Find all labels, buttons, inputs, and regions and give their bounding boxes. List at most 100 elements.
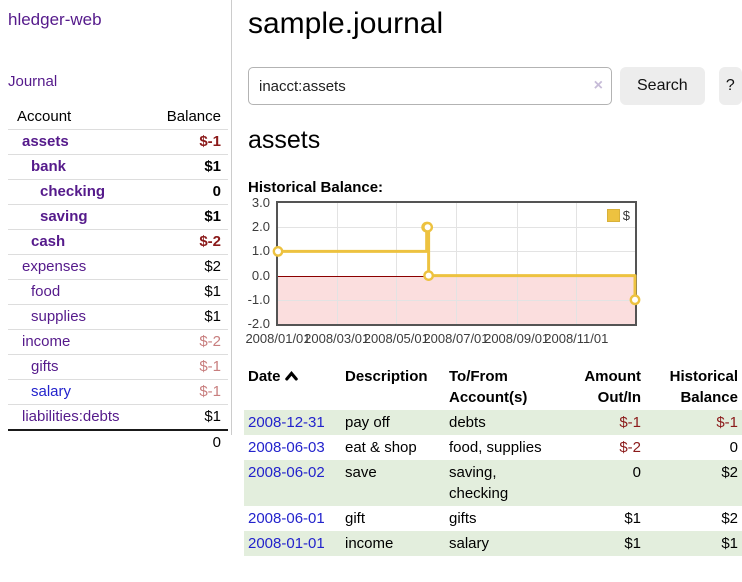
- register-row: 2008-06-03 eat & shop food, supplies $-2…: [244, 435, 742, 460]
- accounts-table: Account Balance assets $-1 bank $1 check…: [8, 105, 228, 455]
- account-row: bank $1: [8, 154, 228, 180]
- transaction-date-link[interactable]: 2008-06-02: [248, 464, 325, 481]
- account-heading: assets: [248, 126, 321, 154]
- transaction-date-link[interactable]: 2008-01-01: [248, 535, 325, 552]
- accounts-total-row: 0: [8, 430, 228, 455]
- account-row: liabilities:debts $1: [8, 404, 228, 431]
- account-balance: $-1: [199, 383, 221, 400]
- transaction-date-link[interactable]: 2008-12-31: [248, 414, 325, 431]
- register-col-amount: Amount Out/In: [584, 368, 641, 406]
- account-balance: $1: [204, 158, 221, 175]
- page-title: sample.journal: [248, 7, 444, 40]
- app-title-link[interactable]: hledger-web: [8, 10, 102, 29]
- search-input[interactable]: [248, 67, 612, 105]
- chart-plot-area: $: [272, 201, 641, 326]
- clear-search-icon[interactable]: ×: [593, 77, 603, 94]
- account-row: food $1: [8, 279, 228, 305]
- transaction-accounts: food, supplies: [449, 439, 542, 456]
- transaction-description: eat & shop: [345, 439, 417, 456]
- search-button[interactable]: Search: [620, 67, 705, 105]
- register-row: 2008-01-01 income salary $1 $1: [244, 531, 742, 556]
- x-axis-tick-label: 2008/03/01: [304, 331, 370, 346]
- accounts-col-account: Account: [17, 108, 72, 125]
- account-link-salary[interactable]: salary: [31, 383, 72, 400]
- account-row: expenses $2: [8, 254, 228, 280]
- data-point-marker: [272, 246, 284, 257]
- transaction-amount: $1: [624, 510, 641, 527]
- y-axis-tick-label: 2.0: [251, 219, 270, 235]
- transaction-amount: $1: [624, 535, 641, 552]
- account-link-liabilities-debts[interactable]: liabilities:debts: [22, 408, 120, 425]
- vertical-gridline: [516, 203, 518, 324]
- account-balance: $-2: [199, 233, 221, 250]
- account-row: checking 0: [8, 179, 228, 205]
- sidebar: hledger-web Journal Account Balance asse…: [0, 0, 232, 451]
- horizontal-gridline: [278, 227, 635, 229]
- horizontal-gridline: [278, 251, 635, 253]
- account-link-food[interactable]: food: [31, 283, 61, 300]
- vertical-gridline: [396, 203, 398, 324]
- vertical-gridline: [456, 203, 457, 324]
- account-link-checking[interactable]: checking: [40, 183, 106, 200]
- transaction-balance: $2: [721, 464, 738, 481]
- transaction-accounts: salary: [449, 535, 490, 552]
- account-balance: $1: [204, 408, 221, 425]
- search-form: × Search ?: [248, 67, 742, 105]
- transaction-accounts: saving, checking: [449, 464, 509, 502]
- account-balance: $2: [204, 258, 221, 275]
- x-axis-tick-label: 2008/05/01: [363, 331, 429, 346]
- transaction-balance: 0: [729, 439, 738, 456]
- account-link-saving[interactable]: saving: [40, 208, 88, 225]
- transaction-date-link[interactable]: 2008-06-03: [248, 439, 325, 456]
- transaction-date-link[interactable]: 2008-06-01: [248, 510, 325, 527]
- account-link-supplies[interactable]: supplies: [31, 308, 87, 325]
- register-col-date[interactable]: Date: [244, 364, 341, 410]
- account-row: cash $-2: [8, 229, 228, 255]
- x-axis-tick-label: 2008/01/01: [245, 331, 311, 346]
- register-row: 2008-06-02 save saving, checking 0 $2: [244, 460, 742, 506]
- transaction-amount: $-1: [619, 414, 641, 431]
- y-axis-tick-label: 0.0: [251, 267, 270, 283]
- x-axis-tick-label: 2008/11/01: [544, 331, 609, 346]
- x-axis-tick-label: 2008/07/01: [423, 331, 489, 346]
- account-link-income[interactable]: income: [22, 333, 71, 350]
- account-link-bank[interactable]: bank: [31, 158, 67, 175]
- horizontal-gridline: [278, 299, 635, 301]
- chart-legend: $: [606, 208, 630, 223]
- register-col-accounts: To/From Account(s): [449, 368, 528, 406]
- account-balance: $1: [204, 208, 221, 225]
- data-point-marker: [423, 270, 435, 282]
- transaction-amount: 0: [632, 464, 641, 481]
- register-col-balance: Historical Balance: [669, 368, 738, 406]
- register-row: 2008-12-31 pay off debts $-1 $-1: [244, 410, 742, 435]
- accounts-col-balance: Balance: [166, 108, 221, 125]
- y-axis-tick-label: 3.0: [251, 195, 270, 210]
- y-axis-tick-label: 1.0: [251, 243, 270, 259]
- y-axis-tick-label: -2.0: [247, 316, 270, 331]
- sort-ascending-icon: [284, 370, 298, 381]
- account-link-cash[interactable]: cash: [31, 233, 66, 250]
- account-row: assets $-1: [8, 129, 228, 155]
- account-row: income $-2: [8, 329, 228, 355]
- account-balance: $1: [204, 283, 221, 300]
- register-row: 2008-06-01 gift gifts $1 $2: [244, 506, 742, 531]
- account-link-expenses[interactable]: expenses: [22, 258, 87, 275]
- transaction-accounts: debts: [449, 414, 486, 431]
- legend-label: $: [622, 208, 630, 223]
- vertical-gridline: [576, 203, 578, 324]
- transaction-balance: $-1: [716, 414, 738, 431]
- accounts-header-row: Account Balance: [8, 105, 228, 130]
- balance-series-line: [272, 221, 641, 306]
- sidebar-item-journal[interactable]: Journal: [8, 73, 58, 90]
- main-content: sample.journal × Search ? assets Histori…: [244, 0, 742, 556]
- transaction-amount: $-2: [619, 439, 641, 456]
- account-link-assets[interactable]: assets: [22, 133, 69, 150]
- account-link-gifts[interactable]: gifts: [31, 358, 59, 375]
- data-point-marker: [629, 294, 641, 306]
- vertical-gridline: [336, 203, 338, 324]
- account-row: salary $-1: [8, 379, 228, 405]
- help-button[interactable]: ?: [718, 67, 742, 105]
- transaction-description: income: [345, 535, 394, 552]
- y-axis-tick-label: -1.0: [247, 291, 270, 307]
- transaction-balance: $2: [721, 510, 738, 527]
